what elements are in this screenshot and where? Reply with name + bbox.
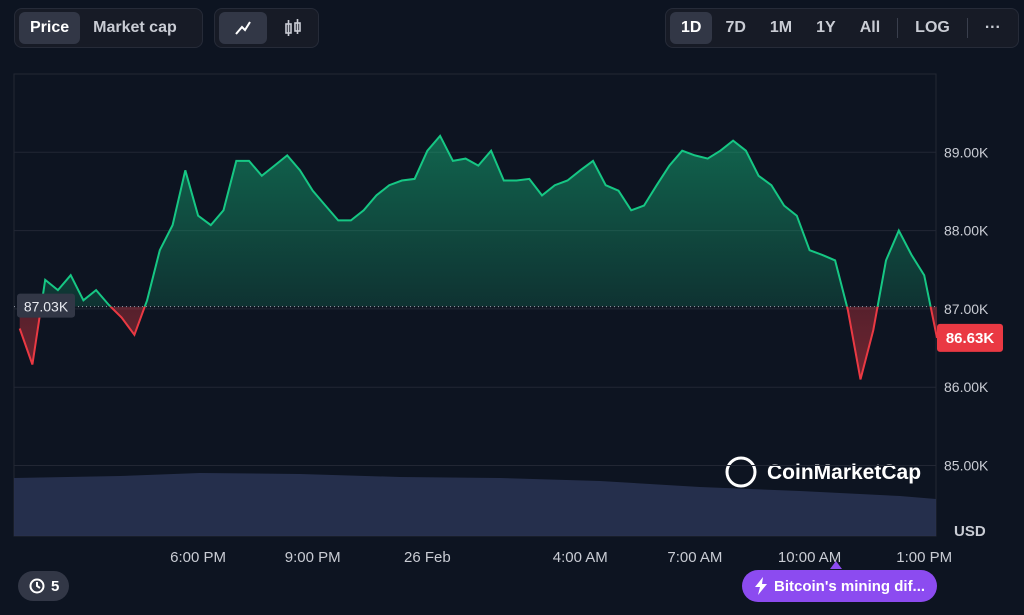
more-button[interactable]: ··· xyxy=(984,19,1001,36)
watermark-logo xyxy=(725,456,757,488)
history-icon xyxy=(29,578,45,594)
news-badge[interactable]: Bitcoin's mining dif... xyxy=(742,570,938,602)
watermark-text: CoinMarketCap xyxy=(767,461,921,484)
line-chart-button[interactable] xyxy=(219,12,267,44)
x-tick-label: 10:00 AM xyxy=(778,549,841,566)
x-tick-label: 1:00 PM xyxy=(896,549,952,566)
candle-icon xyxy=(285,19,301,36)
range-all[interactable]: All xyxy=(859,19,881,36)
y-tick-label: 89.00K xyxy=(944,144,989,160)
log-toggle[interactable]: LOG xyxy=(915,19,950,36)
watermark: CoinMarketCap xyxy=(725,456,921,488)
news-marker xyxy=(830,561,842,569)
x-tick-label: 4:00 AM xyxy=(553,549,608,566)
news-text: Bitcoin's mining dif... xyxy=(774,577,926,595)
range-tabs: 1D 7D 1M 1Y All LOG ··· xyxy=(665,8,1019,48)
unit-label: USD xyxy=(954,523,986,540)
bolt-icon xyxy=(755,577,767,595)
line-icon xyxy=(235,21,251,35)
range-1m[interactable]: 1M xyxy=(769,19,793,36)
range-1d[interactable]: 1D xyxy=(670,12,713,44)
area-up xyxy=(19,135,937,307)
reference-label: 87.03K xyxy=(24,299,69,315)
tab-market-cap[interactable]: Market cap xyxy=(93,19,177,36)
history-badge[interactable]: 5 xyxy=(18,571,70,601)
y-tick-label: 85.00K xyxy=(944,458,989,474)
current-label: 86.63K xyxy=(946,330,995,347)
data-tabs: Price Market cap xyxy=(14,8,203,48)
chart-kind xyxy=(214,8,319,48)
reference-label-bg xyxy=(17,293,75,318)
current-label-bg xyxy=(937,323,1003,352)
volume-band xyxy=(14,473,936,536)
x-tick-label: 9:00 PM xyxy=(285,549,341,566)
y-tick-label: 86.00K xyxy=(944,379,989,395)
y-tick-label: 87.00K xyxy=(944,301,989,317)
price-line-up xyxy=(40,134,932,307)
candle-chart-button[interactable] xyxy=(269,12,317,44)
tab-price[interactable]: Price xyxy=(19,12,81,44)
separator xyxy=(966,18,968,38)
x-tick-label: 6:00 PM xyxy=(170,549,226,566)
range-1y[interactable]: 1Y xyxy=(816,19,836,36)
range-7d[interactable]: 7D xyxy=(725,19,746,36)
x-tick-label: 7:00 AM xyxy=(667,549,722,566)
history-count: 5 xyxy=(51,577,60,595)
x-tick-label: 26 Feb xyxy=(404,549,451,566)
separator xyxy=(897,18,899,38)
y-tick-label: 88.00K xyxy=(944,223,989,239)
